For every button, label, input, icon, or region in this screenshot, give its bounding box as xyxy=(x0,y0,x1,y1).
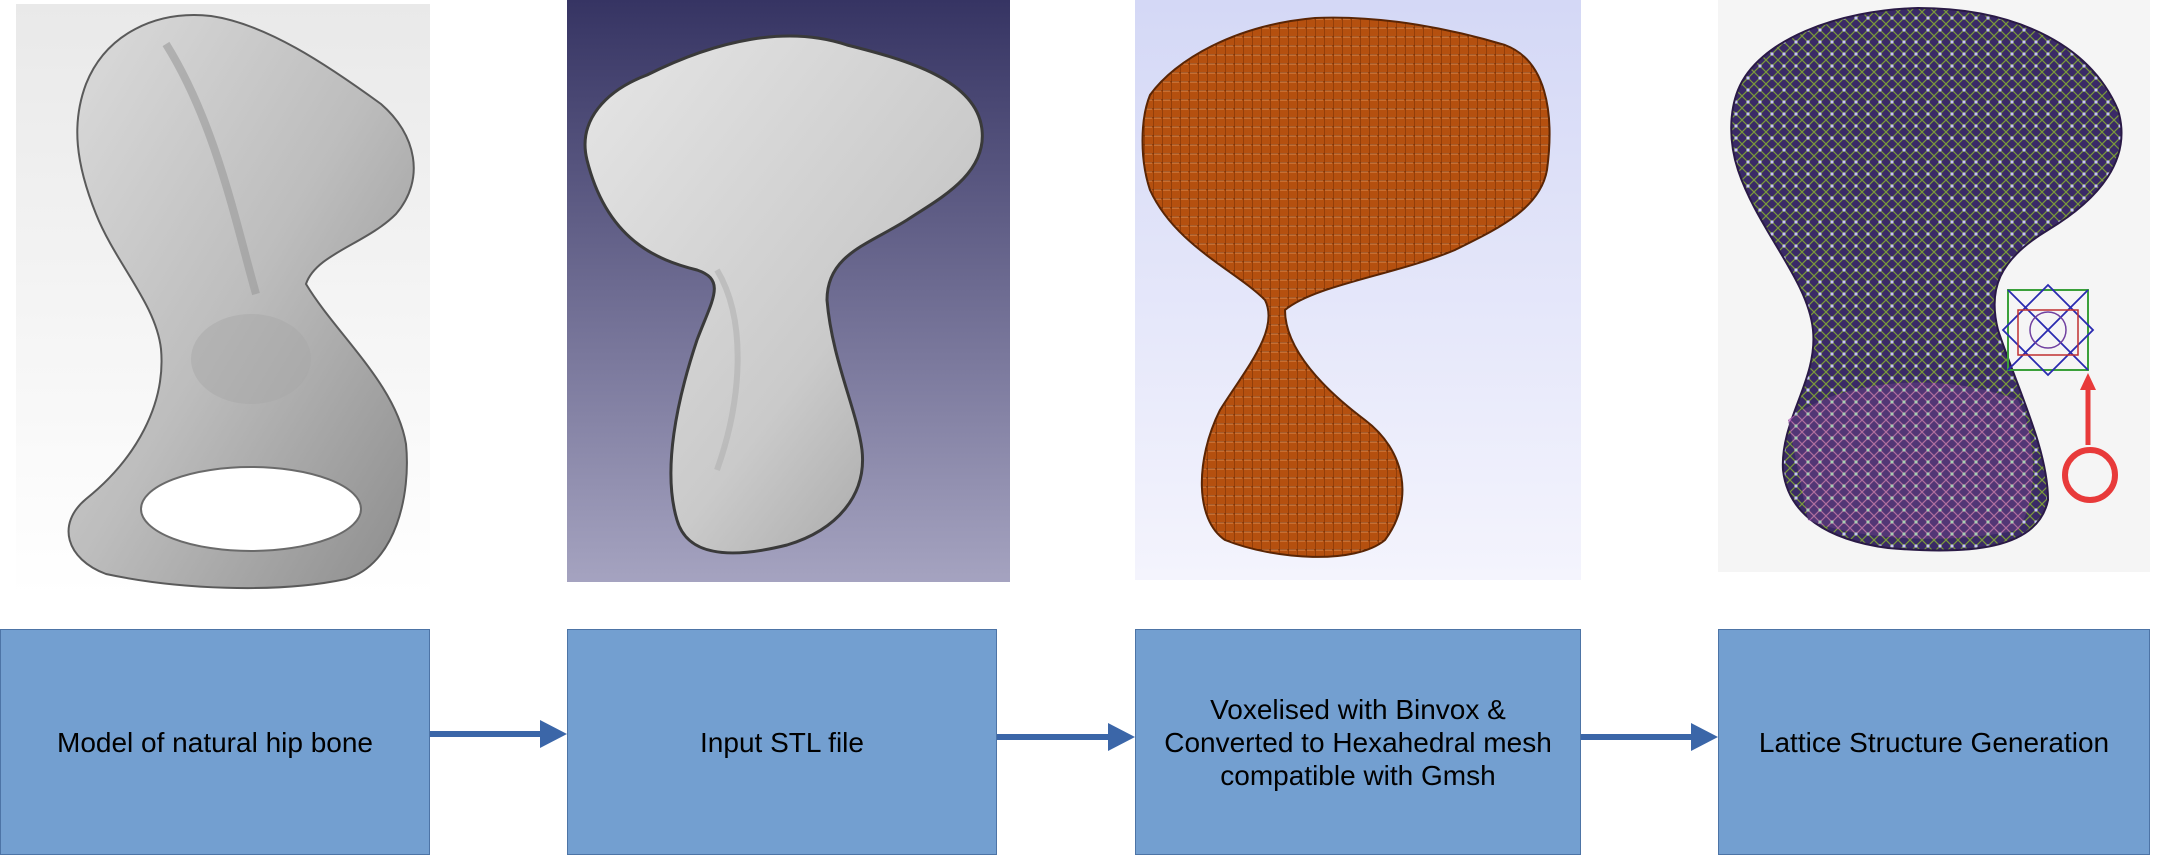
hip-bone-stl-render xyxy=(583,34,984,555)
obturator-foramen xyxy=(140,466,362,552)
step-box-lattice-generation: Lattice Structure Generation xyxy=(1718,629,2150,855)
unit-cell-icon xyxy=(2001,283,2095,377)
step-box-voxelisation: Voxelised with Binvox & Converted to Hex… xyxy=(1135,629,1581,855)
step-label-voxelisation: Voxelised with Binvox & Converted to Hex… xyxy=(1164,693,1552,791)
flow-arrow-2 xyxy=(997,723,1135,751)
flow-arrow-3 xyxy=(1581,723,1718,751)
hip-bone-grey-render xyxy=(67,14,415,590)
highlight-circle xyxy=(2062,447,2118,503)
step-label-lattice-generation: Lattice Structure Generation xyxy=(1758,726,2110,758)
voxel-mesh-image xyxy=(1135,0,1581,580)
step-label-hip-bone-model: Model of natural hip bone xyxy=(57,726,373,758)
step-box-input-stl: Input STL file xyxy=(567,629,997,855)
input-stl-image xyxy=(567,0,1010,582)
step-box-hip-bone-model: Model of natural hip bone xyxy=(0,629,430,855)
lattice-structure-image xyxy=(1718,0,2150,572)
hip-bone-voxel-render xyxy=(1141,16,1551,558)
flow-arrow-1 xyxy=(430,720,567,748)
hip-bone-model-image xyxy=(16,4,430,596)
step-label-input-stl: Input STL file xyxy=(700,726,864,758)
